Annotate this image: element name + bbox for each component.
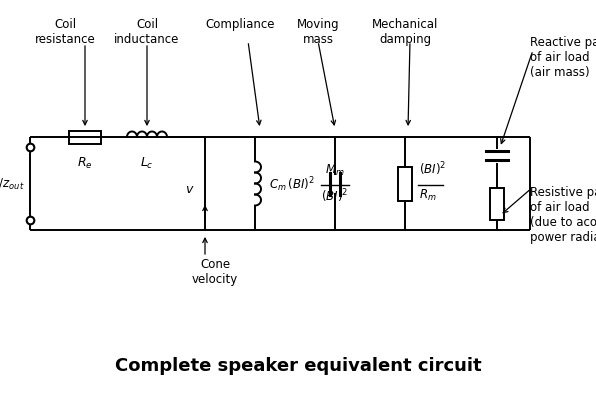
Text: $C_m\,(BI)^2$: $C_m\,(BI)^2$ <box>269 175 315 193</box>
Text: $(BI)^2$: $(BI)^2$ <box>321 187 349 205</box>
Text: $R_m$: $R_m$ <box>419 187 437 202</box>
Text: $v$: $v$ <box>185 183 195 196</box>
Text: $e_g/z_{out}$: $e_g/z_{out}$ <box>0 175 25 192</box>
Text: Cone
velocity: Cone velocity <box>192 257 238 285</box>
Text: Coil
resistance: Coil resistance <box>35 18 95 46</box>
Text: Resistive part
of air load
(due to acoustic
power radiated): Resistive part of air load (due to acous… <box>530 185 596 243</box>
Text: $R_e$: $R_e$ <box>77 156 93 171</box>
Text: Coil
inductance: Coil inductance <box>114 18 179 46</box>
Bar <box>490 188 504 220</box>
Text: $M_m$: $M_m$ <box>325 163 345 178</box>
Bar <box>69 131 101 144</box>
Text: Compliance: Compliance <box>205 18 275 31</box>
Bar <box>398 167 412 201</box>
Text: Complete speaker equivalent circuit: Complete speaker equivalent circuit <box>114 356 482 374</box>
Text: $L_c$: $L_c$ <box>140 156 154 171</box>
Text: $(BI)^2$: $(BI)^2$ <box>419 160 446 178</box>
Text: Moving
mass: Moving mass <box>297 18 339 46</box>
Text: Mechanical
damping: Mechanical damping <box>372 18 438 46</box>
Text: Reactive part
of air load
(air mass): Reactive part of air load (air mass) <box>530 36 596 79</box>
